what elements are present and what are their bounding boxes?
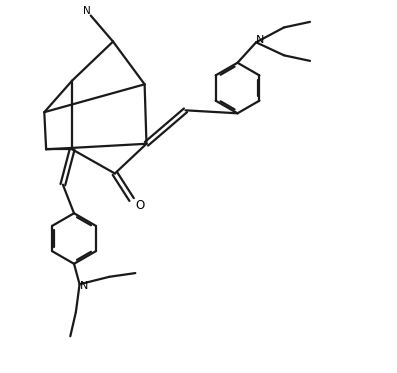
Text: O: O: [135, 198, 145, 211]
Text: N: N: [256, 35, 265, 46]
Text: N: N: [80, 281, 88, 291]
Text: N: N: [83, 6, 91, 16]
